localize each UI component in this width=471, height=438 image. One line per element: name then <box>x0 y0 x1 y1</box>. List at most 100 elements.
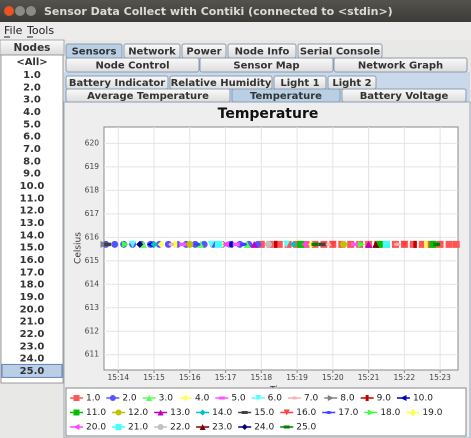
node-item[interactable]: 12.0 <box>20 206 45 217</box>
data-point <box>424 240 428 248</box>
maximize-button[interactable] <box>26 6 36 16</box>
node-item[interactable]: 1.0 <box>23 70 41 81</box>
tab[interactable] <box>65 57 200 73</box>
data-point <box>284 240 292 248</box>
node-item[interactable]: 21.0 <box>20 317 45 328</box>
node-item[interactable]: 7.0 <box>23 144 41 155</box>
node-item[interactable]: 13.0 <box>20 218 45 229</box>
node-item[interactable]: 15.0 <box>20 243 45 254</box>
x-tick-label: 15:21 <box>358 373 380 382</box>
node-item[interactable]: 18.0 <box>20 280 45 291</box>
legend-marker <box>115 424 122 430</box>
data-point <box>173 240 178 248</box>
node-item[interactable]: <All> <box>16 57 47 68</box>
data-point <box>365 240 373 248</box>
legend-marker <box>327 395 334 401</box>
node-item[interactable]: 20.0 <box>20 304 45 315</box>
legend-label: 10.0 <box>413 394 433 404</box>
data-point <box>275 240 283 248</box>
legend-marker <box>325 411 332 414</box>
data-point <box>418 240 426 248</box>
legend-marker <box>367 409 374 416</box>
tab-label: Battery Indicator <box>69 78 165 89</box>
data-point <box>225 240 233 248</box>
data-point <box>311 242 319 247</box>
close-button[interactable] <box>4 6 14 16</box>
legend-marker <box>241 411 248 414</box>
data-point <box>243 240 251 248</box>
node-item[interactable]: 24.0 <box>20 354 45 365</box>
data-point <box>250 240 258 248</box>
menu-bar <box>0 22 471 40</box>
data-point <box>232 242 240 247</box>
data-point <box>222 240 230 248</box>
legend-label: 18.0 <box>380 408 400 418</box>
data-point <box>257 240 265 248</box>
x-tick-label: 15:19 <box>286 373 308 382</box>
menu-file[interactable]: File <box>4 24 23 37</box>
node-item[interactable]: 6.0 <box>23 132 41 143</box>
tab[interactable] <box>199 57 334 73</box>
data-point <box>340 240 348 248</box>
data-point <box>350 242 358 247</box>
tab[interactable] <box>65 88 231 103</box>
legend-label: 23.0 <box>212 423 232 433</box>
node-item[interactable]: 25.0 <box>20 366 45 377</box>
node-item[interactable]: 16.0 <box>20 255 45 266</box>
minimize-button[interactable] <box>15 6 25 16</box>
data-point <box>382 240 390 248</box>
data-point <box>372 240 380 248</box>
data-point <box>121 240 129 248</box>
tab[interactable] <box>231 88 341 103</box>
data-point <box>375 240 383 248</box>
node-item[interactable]: 23.0 <box>20 341 45 352</box>
data-point <box>445 240 453 248</box>
legend-marker <box>199 409 206 416</box>
y-tick-label: 620 <box>85 138 100 147</box>
tab[interactable] <box>333 57 468 73</box>
legend-marker <box>411 409 415 416</box>
node-item[interactable]: 8.0 <box>23 156 41 167</box>
legend-label: 20.0 <box>86 423 106 433</box>
legend-label: 12.0 <box>128 408 148 418</box>
node-item[interactable]: 3.0 <box>23 95 41 106</box>
nodes-list <box>0 54 64 384</box>
legend-label: 3.0 <box>159 394 174 404</box>
data-point <box>282 240 290 248</box>
legend-marker <box>291 396 298 400</box>
x-tick-label: 15:14 <box>107 373 129 382</box>
node-item[interactable]: 19.0 <box>20 292 45 303</box>
tab-label: Temperature <box>250 91 322 102</box>
node-item[interactable]: 14.0 <box>20 230 45 241</box>
data-point <box>273 240 278 248</box>
x-tick-label: 15:18 <box>251 373 273 382</box>
menu-tools[interactable]: Tools <box>26 24 54 37</box>
node-item[interactable]: 11.0 <box>20 193 45 204</box>
node-item[interactable]: 2.0 <box>23 82 41 93</box>
tab[interactable] <box>341 88 467 103</box>
data-point <box>393 242 401 247</box>
y-tick-label: 614 <box>85 279 100 288</box>
tab-label: Network <box>128 47 176 58</box>
legend-label: 19.0 <box>422 408 442 418</box>
data-point <box>239 242 247 247</box>
legend-label: 25.0 <box>296 423 316 433</box>
node-item[interactable]: 9.0 <box>23 169 41 180</box>
legend-marker <box>109 395 116 401</box>
legend-label: 24.0 <box>254 423 274 433</box>
node-item[interactable]: 4.0 <box>23 107 41 118</box>
legend-label: 7.0 <box>304 394 319 404</box>
legend-label: 9.0 <box>377 394 392 404</box>
node-item[interactable]: 5.0 <box>23 119 41 130</box>
data-point <box>100 240 108 248</box>
legend-label: 4.0 <box>195 394 210 404</box>
data-point <box>297 240 305 248</box>
node-item[interactable]: 22.0 <box>20 329 45 340</box>
node-item[interactable]: 17.0 <box>20 267 45 278</box>
node-item[interactable]: 10.0 <box>20 181 45 192</box>
legend-label: 14.0 <box>212 408 232 418</box>
title-bar <box>0 0 471 22</box>
y-tick-label: 617 <box>85 209 100 218</box>
x-tick-label: 15:23 <box>429 373 451 382</box>
